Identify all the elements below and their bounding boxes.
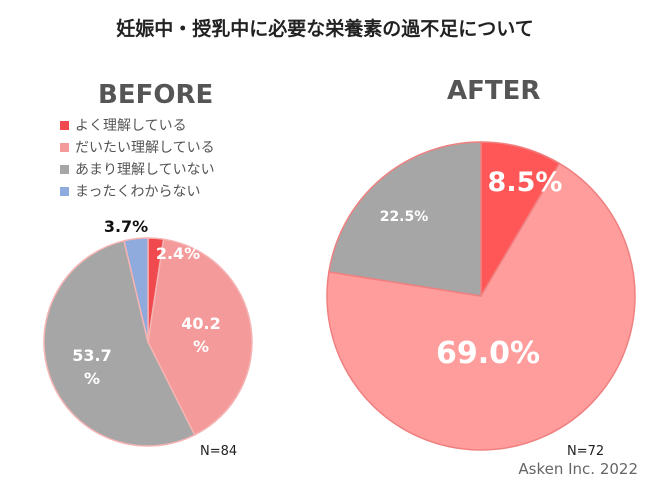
legend-swatch xyxy=(60,120,69,130)
data-label: 8.5% xyxy=(488,167,563,198)
before-label: BEFORE xyxy=(98,80,214,110)
before-n-label: N=84 xyxy=(200,444,238,459)
pie-slice xyxy=(43,239,196,447)
data-label: 2.4% xyxy=(156,244,200,263)
legend-item: だいたい理解している xyxy=(60,136,215,158)
legend-label: よく理解している xyxy=(75,118,187,134)
legend-item: よく理解している xyxy=(60,114,215,136)
legend-swatch xyxy=(60,142,69,152)
legend-swatch xyxy=(60,164,69,174)
data-label: 69.0% xyxy=(436,336,540,371)
legend-label: あまり理解していない xyxy=(75,162,215,178)
after-label: AFTER xyxy=(447,76,541,106)
data-label: 40.2% xyxy=(181,314,220,356)
legend-label: だいたい理解している xyxy=(75,140,215,156)
pie-slice xyxy=(326,162,636,451)
legend: よく理解している だいたい理解している あまり理解していない まったくわからない xyxy=(60,114,215,202)
legend-swatch xyxy=(60,186,69,196)
pie-slice xyxy=(328,141,482,297)
chart-title: 妊娠中・授乳中に必要な栄養素の過不足について xyxy=(116,18,534,40)
credit: Asken Inc. 2022 xyxy=(518,460,638,478)
pie-slice xyxy=(123,237,149,343)
legend-label: まったくわからない xyxy=(75,184,201,200)
after-n-label: N=72 xyxy=(567,444,605,459)
pie-slice xyxy=(147,238,253,436)
legend-item: あまり理解していない xyxy=(60,158,215,180)
data-label: 22.5% xyxy=(380,209,429,225)
data-label: 3.7% xyxy=(104,217,148,236)
data-label: 53.7% xyxy=(72,346,111,388)
legend-item: まったくわからない xyxy=(60,180,215,202)
